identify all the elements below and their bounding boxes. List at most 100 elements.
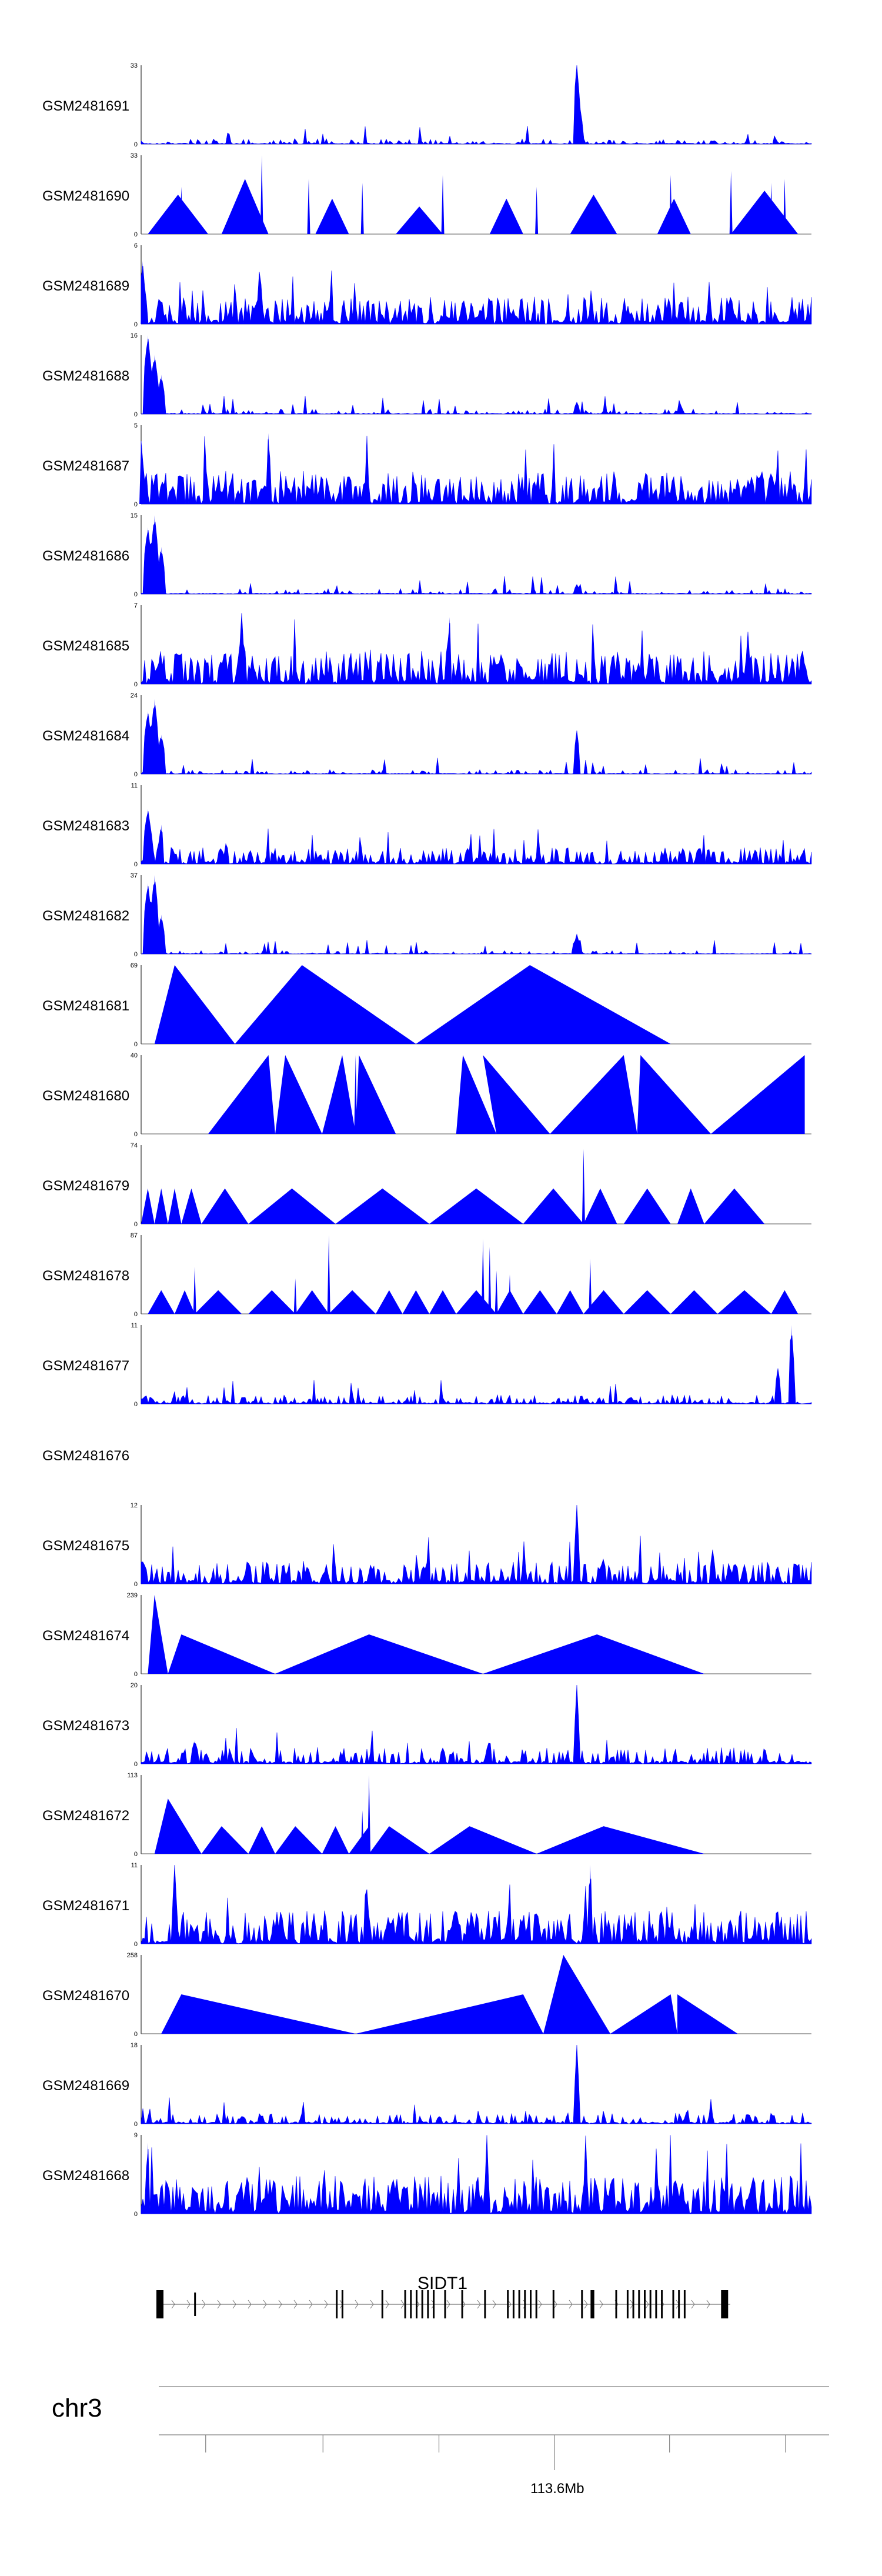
signal-area	[141, 2044, 812, 2124]
track-label: GSM2481673	[42, 1718, 130, 1734]
signal-peak	[575, 65, 579, 144]
exon	[530, 2290, 532, 2318]
y-min-label: 0	[134, 1941, 138, 1948]
exon	[381, 2290, 383, 2318]
signal-triangle	[322, 1826, 349, 1854]
signal-peak	[146, 710, 150, 774]
strand-arrow	[645, 2300, 649, 2309]
track-label: GSM2481680	[42, 1088, 130, 1104]
exon	[484, 2290, 486, 2318]
signal-peak	[575, 1505, 579, 1584]
signal-area	[141, 435, 812, 505]
strand-arrow	[186, 2300, 191, 2309]
y-max-label: 9	[134, 2132, 138, 2139]
exon	[444, 2290, 446, 2318]
signal-triangle	[201, 1826, 249, 1854]
track-GSM2481682: GSM2481682 37 0	[0, 872, 882, 963]
signal-plot: 37 0	[131, 872, 812, 958]
signal-triangle	[543, 1955, 610, 2034]
exon	[661, 2290, 663, 2318]
signal-plot: 18 0	[131, 2042, 812, 2128]
signal-spike	[495, 1270, 498, 1314]
track-GSM2481676: GSM2481676	[0, 1412, 882, 1503]
signal-tracks: GSM2481691 33 0 GSM2481690 33 0 GSM2481689 6 0 GS…	[0, 62, 882, 2218]
track-label: GSM2481684	[42, 728, 130, 744]
gene-name-label: SIDT1	[417, 2274, 468, 2293]
signal-triangle	[175, 1290, 195, 1314]
track-label: GSM2481686	[42, 548, 130, 564]
track-label: GSM2481690	[42, 188, 130, 204]
signal-triangle	[523, 1188, 584, 1224]
strand-arrow	[278, 2300, 282, 2309]
y-min-label: 0	[134, 2211, 138, 2218]
signal-triangle	[195, 1290, 242, 1314]
signal-plot: 60	[134, 242, 812, 328]
signal-area	[141, 705, 812, 775]
signal-triangle	[456, 1290, 497, 1314]
signal-spike	[260, 155, 263, 234]
signal-triangle	[402, 1290, 430, 1314]
signal-spike	[770, 182, 773, 234]
track-GSM2481673: GSM2481673 20 0	[0, 1681, 882, 1773]
signal-peak	[152, 699, 156, 774]
track-label: GSM2481683	[42, 818, 130, 834]
signal-spike	[508, 1274, 512, 1314]
strand-arrow	[599, 2300, 603, 2309]
track-label: GSM2481676	[42, 1448, 130, 1464]
signal-peak	[240, 613, 243, 684]
y-min-label: 0	[134, 1311, 138, 1318]
signal-triangle	[295, 1290, 329, 1314]
y-max-label: 5	[134, 422, 138, 429]
track-label: GSM2481689	[42, 278, 130, 294]
signal-spike	[354, 1055, 358, 1134]
y-min-label: 0	[134, 1041, 138, 1048]
exon	[672, 2290, 674, 2318]
track-GSM2481674: GSM2481674 239 0	[0, 1591, 882, 1683]
signal-spike	[669, 175, 673, 234]
exon	[535, 2290, 537, 2318]
signal-triangle	[429, 1290, 456, 1314]
strand-arrow	[217, 2300, 221, 2309]
signal-triangle	[396, 206, 443, 234]
strand-arrow	[171, 2300, 175, 2309]
signal-peak	[578, 108, 582, 144]
signal-triangle	[637, 1055, 711, 1134]
track-label: GSM2481669	[42, 2078, 130, 2094]
exon	[721, 2290, 729, 2318]
exon	[410, 2290, 412, 2318]
y-min-label: 0	[134, 2121, 138, 2128]
exon	[678, 2290, 680, 2318]
signal-triangle	[168, 1634, 275, 1674]
exon	[644, 2290, 646, 2318]
gene-annotation-track	[0, 2270, 882, 2353]
signal-triangle	[275, 1055, 322, 1134]
y-max-label: 33	[131, 152, 138, 159]
signal-peak	[146, 2143, 150, 2214]
signal-plot: 40 0	[131, 1052, 811, 1138]
gene-model[interactable]	[0, 2270, 882, 2353]
signal-spike	[582, 1149, 585, 1224]
signal-spike	[488, 1247, 492, 1314]
strand-arrow	[492, 2300, 496, 2309]
signal-triangle	[376, 1290, 403, 1314]
strand-arrow	[538, 2300, 542, 2309]
exon	[433, 2290, 435, 2318]
signal-plot: 113 0	[127, 1772, 811, 1858]
signal-triangle	[771, 1290, 799, 1314]
signal-triangle	[677, 1994, 738, 2034]
signal-spike	[360, 1810, 364, 1854]
y-max-label: 20	[131, 1682, 138, 1689]
signal-plot: 70	[134, 602, 812, 688]
signal-triangle	[483, 1634, 704, 1674]
y-min-label: 0	[134, 501, 138, 508]
signal-spike	[193, 1266, 196, 1314]
signal-triangle	[550, 1055, 637, 1134]
track-GSM2481689: GSM2481689 6 0	[0, 242, 882, 333]
y-max-label: 113	[127, 1772, 138, 1779]
signal-peak	[447, 617, 452, 684]
track-GSM2481683: GSM2481683 11 0	[0, 782, 882, 873]
signal-peak	[575, 402, 579, 414]
signal-spike	[307, 179, 310, 234]
y-min-label: 0	[134, 1851, 138, 1858]
strand-arrow	[248, 2300, 252, 2309]
